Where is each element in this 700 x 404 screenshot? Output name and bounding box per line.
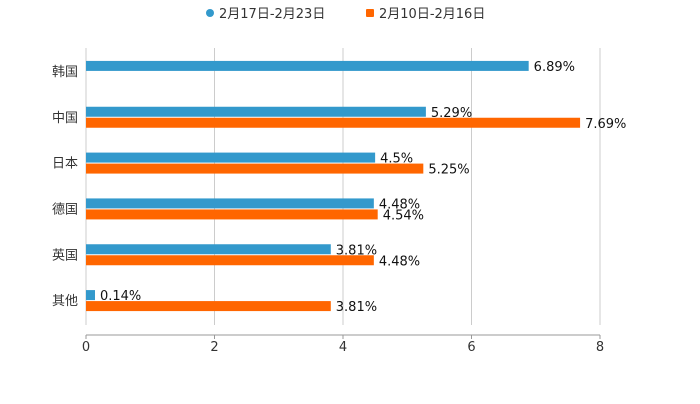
legend-label-2: 2月10日-2月16日 <box>379 7 485 22</box>
bar-2 <box>86 163 424 174</box>
bar-1 <box>86 106 426 117</box>
category-label: 英国 <box>52 248 78 263</box>
bar-1 <box>86 244 331 255</box>
bar-2 <box>86 301 331 312</box>
x-tick-label: 4 <box>339 340 347 355</box>
bar-1 <box>86 60 529 71</box>
bar-2 <box>86 209 378 220</box>
data-label: 3.81% <box>336 300 377 315</box>
bar-1 <box>86 198 374 209</box>
category-label: 德国 <box>52 202 78 217</box>
grid <box>85 48 601 325</box>
x-tick-label: 0 <box>82 340 90 355</box>
legend-label-1: 2月17日-2月23日 <box>219 7 325 22</box>
legend-marker-2 <box>366 9 374 17</box>
bar-1 <box>86 290 95 301</box>
bar-2 <box>86 255 374 266</box>
data-label: 5.25% <box>428 163 469 178</box>
bar-1 <box>86 152 376 163</box>
data-label: 7.69% <box>585 117 626 132</box>
data-labels: 6.89%5.29%7.69%4.5%5.25%4.48%4.54%3.81%4… <box>100 60 626 315</box>
legend-marker-1 <box>206 9 214 17</box>
data-label: 4.5% <box>380 152 413 167</box>
category-label: 日本 <box>52 157 78 172</box>
category-label: 中国 <box>52 111 78 126</box>
bars <box>86 60 581 312</box>
data-label: 4.54% <box>383 208 424 223</box>
legend: 2月17日-2月23日 2月10日-2月16日 <box>206 7 485 22</box>
category-label: 其他 <box>52 294 78 309</box>
data-label: 4.48% <box>379 254 420 269</box>
category-label: 韩国 <box>52 65 78 80</box>
data-label: 4.48% <box>379 197 420 212</box>
bar-2 <box>86 117 581 128</box>
data-label: 6.89% <box>534 60 575 75</box>
x-tick-label: 8 <box>596 340 604 355</box>
data-label: 0.14% <box>100 289 141 304</box>
data-label: 5.29% <box>431 106 472 121</box>
data-label: 3.81% <box>336 243 377 258</box>
x-tick-label: 6 <box>467 340 475 355</box>
x-tick-label: 2 <box>210 340 218 355</box>
